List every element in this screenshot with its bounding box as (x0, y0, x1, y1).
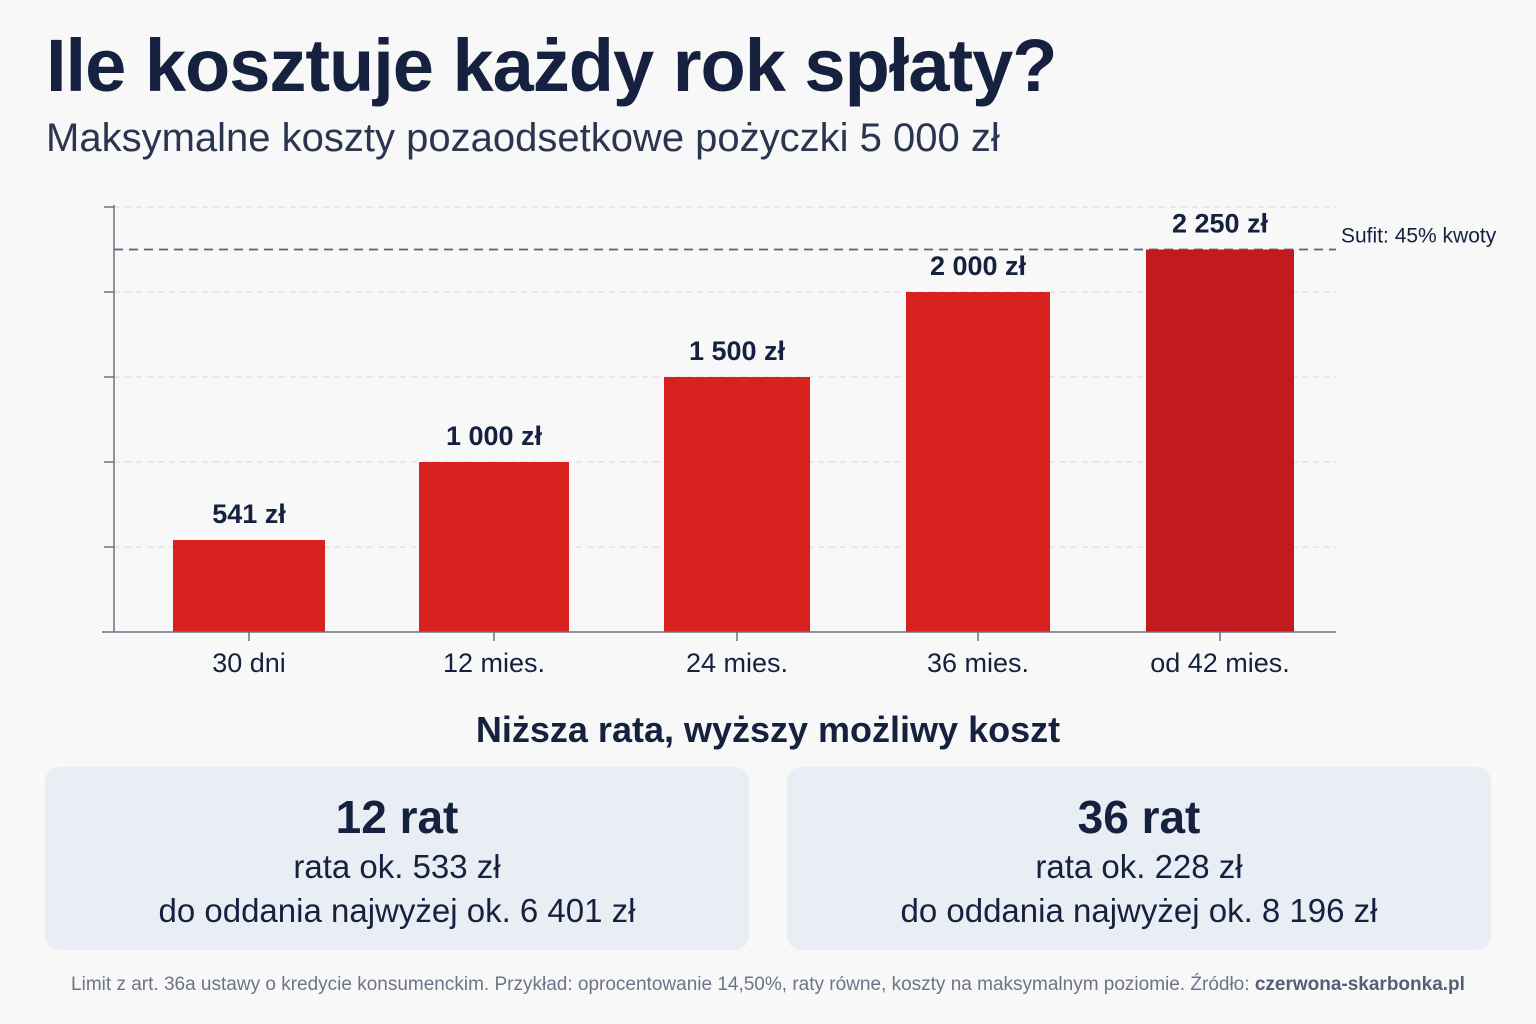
comparison-heading: Niższa rata, wyższy możliwy koszt (475, 709, 1061, 750)
footnote: Limit z art. 36a ustawy o kredycie konsu… (0, 972, 1536, 998)
bar-value-label: 2 000 zł (930, 251, 1027, 281)
bar (419, 462, 569, 632)
bar (664, 377, 810, 632)
card-heading: 36 rat (1077, 791, 1201, 843)
bar-value-label: 1 500 zł (689, 336, 786, 366)
footnote-text: Limit z art. 36a ustawy o kredycie konsu… (71, 974, 1255, 995)
x-tick-label: 12 mies. (443, 648, 545, 678)
page-title: Ile kosztuje każdy rok spłaty? (46, 24, 1057, 107)
x-tick-label: 36 mies. (927, 648, 1029, 678)
source-link[interactable]: czerwona-skarbonka.pl (1254, 974, 1465, 995)
bar-value-label: 1 000 zł (446, 421, 543, 451)
bar (906, 292, 1050, 632)
x-tick-label: od 42 mies. (1150, 648, 1290, 678)
card-heading: 12 rat (335, 791, 459, 843)
bar-chart: Sufit: 45% kwoty 541 zł 30 dni 1 000 zł 12 m… (102, 205, 1497, 678)
page-subtitle: Maksymalne koszty pozaodsetkowe pożyczki… (46, 116, 1000, 160)
reference-line-label: Sufit: 45% kwoty (1341, 225, 1497, 248)
card-total: do oddania najwyżej ok. 8 196 zł (900, 892, 1378, 929)
card-installment: rata ok. 228 zł (1035, 848, 1243, 885)
bar (1146, 249, 1294, 632)
comparison-card-12: 12 rat rata ok. 533 zł do oddania najwyż… (45, 767, 749, 950)
bar (173, 540, 325, 632)
bar-value-label: 541 zł (212, 499, 286, 529)
bar-value-label: 2 250 zł (1172, 209, 1269, 239)
x-tick-label: 30 dni (212, 648, 286, 678)
comparison-card-36: 36 rat rata ok. 228 zł do oddania najwyż… (787, 767, 1491, 950)
card-total: do oddania najwyżej ok. 6 401 zł (158, 892, 636, 929)
x-tick-label: 24 mies. (686, 648, 788, 678)
card-installment: rata ok. 533 zł (293, 848, 501, 885)
